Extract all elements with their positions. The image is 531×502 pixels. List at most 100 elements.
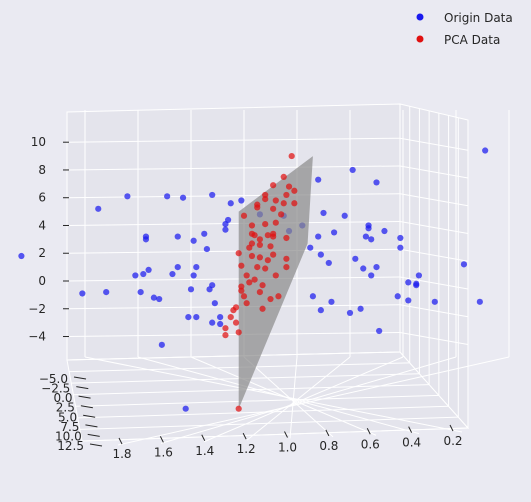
origin-data-point <box>158 341 165 348</box>
origin-data-point <box>222 220 229 228</box>
origin-data-point <box>317 251 324 258</box>
origin-data-point <box>315 233 322 240</box>
z-grid-line <box>399 332 469 346</box>
origin-data-point <box>365 222 372 229</box>
origin-data-point <box>190 272 197 279</box>
origin-data-point <box>431 298 438 305</box>
origin-data-point <box>124 193 131 200</box>
pca-data-point <box>240 293 248 300</box>
y-tick-mark <box>85 424 98 428</box>
y-tick-label: 2.5 <box>56 401 75 415</box>
origin-data-point <box>394 293 401 300</box>
z-grid-line <box>66 193 401 199</box>
pca-plane <box>238 156 313 409</box>
origin-data-point <box>368 236 375 243</box>
pca-data-point <box>285 183 293 190</box>
origin-data-point <box>341 212 348 219</box>
legend-label-pca: PCA Data <box>444 33 500 47</box>
origin-data-point <box>325 259 332 267</box>
pca-data-point <box>232 319 240 326</box>
pca-data-point <box>227 313 234 321</box>
pca-data-point <box>243 300 250 307</box>
y-grid-line <box>73 384 430 396</box>
x-grid-line <box>137 356 420 435</box>
pca-data-point <box>262 220 269 228</box>
pca-data-point <box>275 293 282 300</box>
pca-data-point <box>256 254 263 261</box>
pca-data-point <box>291 200 298 207</box>
pca-data-point <box>283 264 290 271</box>
origin-data-point <box>209 282 216 289</box>
pca-data-point <box>283 191 290 199</box>
origin-data-point <box>150 294 157 301</box>
origin-data-point <box>360 265 367 272</box>
origin-data-point <box>209 319 216 326</box>
origin-data-point <box>169 270 176 278</box>
x-tick-mark <box>159 436 164 443</box>
y-grid-line <box>79 416 459 430</box>
pca-data-point <box>280 173 287 180</box>
pca-data-point <box>280 200 287 207</box>
z-grid-line <box>399 304 469 318</box>
pca-data-point <box>238 287 245 294</box>
z-tick-label: 6 <box>38 191 46 205</box>
origin-data-point <box>307 244 314 251</box>
pca-data-point <box>270 233 277 240</box>
origin-data-point <box>317 307 324 314</box>
origin-data-point <box>156 295 163 303</box>
pca-data-point <box>267 295 274 303</box>
x-axis: 1.8 1.6 1.4 1.2 1.0 0.8 0.6 0.4 0.2 <box>112 424 463 461</box>
pca-data-point <box>235 329 242 336</box>
z-grid-line <box>399 276 469 290</box>
pca-data-series <box>222 152 298 412</box>
origin-data-point <box>397 244 404 251</box>
origin-data-point <box>211 300 218 307</box>
y-axis: −5.0−2.50.02.55.07.510.012.5 <box>39 372 103 453</box>
origin-data-point <box>174 264 181 271</box>
y-tick-mark <box>87 433 100 437</box>
y-tick-label: 7.5 <box>60 420 79 434</box>
origin-data-point <box>209 191 216 199</box>
pca-data-point <box>272 197 279 204</box>
pca-data-point <box>267 243 274 250</box>
z-grid-line <box>66 332 401 338</box>
origin-data-point <box>227 200 234 207</box>
pca-data-point <box>270 182 277 189</box>
pca-data-point <box>235 405 242 412</box>
origin-data-point <box>362 233 369 240</box>
origin-data-point <box>79 290 86 297</box>
pca-data-point <box>256 289 263 296</box>
y-tick-label: 5.0 <box>58 410 77 424</box>
y-grid-line <box>81 427 469 442</box>
pca-data-point <box>259 282 266 289</box>
origin-data-point <box>193 264 200 271</box>
pca-data-point <box>278 211 285 218</box>
origin-data-point <box>182 405 189 412</box>
y-tick-label: −5.0 <box>39 372 68 386</box>
z-grid-line <box>399 220 469 234</box>
origin-data-point <box>132 272 139 279</box>
pca-data-point <box>238 262 245 269</box>
origin-data-point <box>373 264 380 271</box>
pca-data-point <box>270 205 277 212</box>
origin-data-point <box>187 286 195 293</box>
legend: Origin Data PCA Data <box>416 11 513 47</box>
x-grid-line <box>289 356 298 439</box>
origin-data-point <box>185 313 192 321</box>
pca-data-point <box>243 272 250 279</box>
y-grid-line <box>75 394 439 407</box>
pca-data-point <box>270 251 277 258</box>
x-tick-label: 0.4 <box>402 436 421 450</box>
origin-data-point <box>415 272 422 279</box>
x-grid-line <box>190 356 377 436</box>
origin-data-point <box>357 305 364 312</box>
pca-data-point <box>230 307 237 314</box>
x-grid-line <box>160 356 457 444</box>
origin-data-point <box>95 205 102 212</box>
z-grid-line <box>66 248 401 254</box>
x-tick-label: 1.8 <box>112 447 131 461</box>
x-tick-label: 1.4 <box>195 444 214 458</box>
x-tick-mark <box>449 424 454 432</box>
pca-data-point <box>283 255 290 262</box>
z-tick-label: 10 <box>31 135 46 149</box>
